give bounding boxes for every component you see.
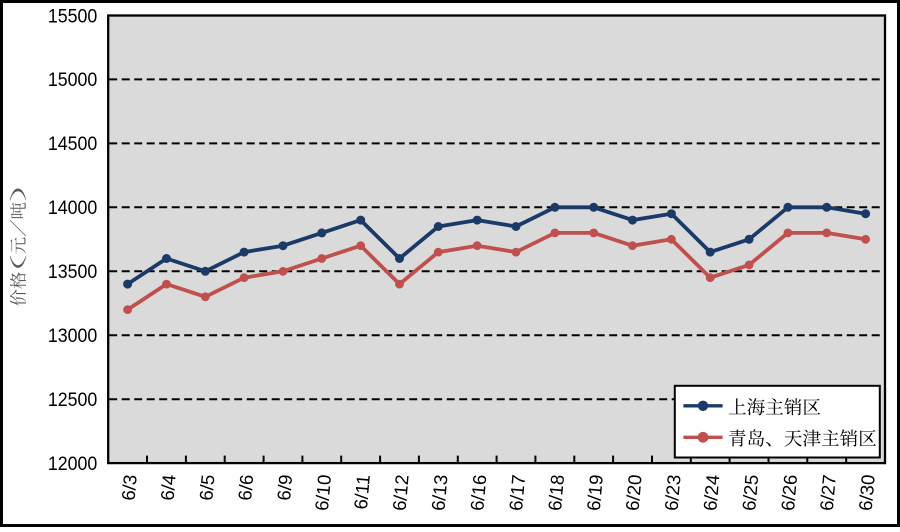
svg-text:6/25: 6/25 bbox=[738, 474, 762, 512]
svg-text:6/11: 6/11 bbox=[350, 474, 374, 511]
svg-text:13000: 13000 bbox=[48, 324, 97, 346]
svg-text:6/16: 6/16 bbox=[466, 474, 490, 512]
svg-text:6/5: 6/5 bbox=[195, 474, 218, 502]
svg-text:12500: 12500 bbox=[48, 388, 97, 410]
svg-text:6/19: 6/19 bbox=[583, 474, 607, 512]
svg-text:15000: 15000 bbox=[48, 68, 97, 90]
svg-text:6/27: 6/27 bbox=[816, 474, 840, 512]
svg-text:6/20: 6/20 bbox=[622, 474, 646, 512]
svg-text:15500: 15500 bbox=[48, 5, 97, 27]
svg-text:14500: 14500 bbox=[48, 132, 97, 154]
svg-text:6/3: 6/3 bbox=[118, 474, 141, 502]
svg-text:6/24: 6/24 bbox=[699, 474, 723, 512]
svg-text:6/12: 6/12 bbox=[389, 474, 413, 512]
svg-text:14000: 14000 bbox=[48, 196, 97, 218]
svg-text:12000: 12000 bbox=[48, 452, 97, 474]
svg-text:6/4: 6/4 bbox=[157, 474, 180, 502]
svg-text:6/17: 6/17 bbox=[505, 474, 529, 512]
svg-text:6/30: 6/30 bbox=[855, 474, 879, 512]
svg-text:6/26: 6/26 bbox=[777, 474, 801, 512]
svg-text:6/23: 6/23 bbox=[661, 474, 685, 512]
svg-text:13500: 13500 bbox=[48, 260, 97, 282]
svg-text:6/9: 6/9 bbox=[273, 474, 296, 502]
svg-text:6/18: 6/18 bbox=[544, 474, 568, 512]
svg-text:6/6: 6/6 bbox=[234, 474, 257, 502]
svg-text:6/13: 6/13 bbox=[427, 474, 451, 512]
svg-text:6/10: 6/10 bbox=[311, 474, 335, 512]
